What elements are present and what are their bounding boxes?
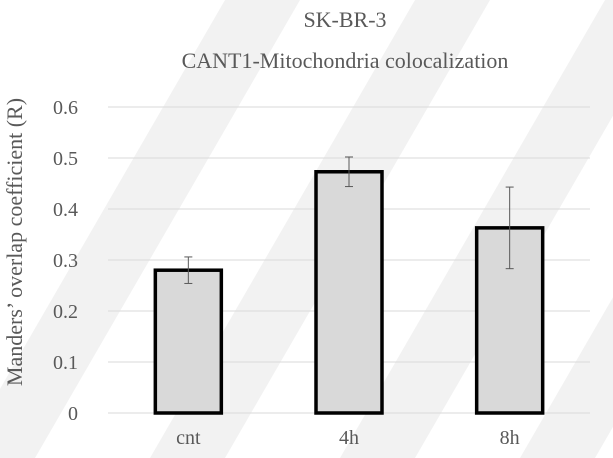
y-tick-label: 0 bbox=[68, 403, 78, 425]
x-tick-label-cnt: cnt bbox=[176, 427, 201, 449]
watermark-stripe bbox=[520, 297, 613, 458]
x-tick-label-8h: 8h bbox=[500, 427, 520, 449]
x-tick-labels: cnt 4h 8h bbox=[176, 427, 520, 449]
watermark-stripe bbox=[0, 0, 300, 458]
y-tick-labels: 0 0.1 0.2 0.3 0.4 0.5 0.6 bbox=[53, 97, 78, 425]
bar-4h bbox=[314, 170, 384, 415]
y-tick-label: 0.1 bbox=[53, 352, 78, 374]
chart-title-line-2: CANT1-Mitochondria colocalization bbox=[182, 48, 509, 73]
chart-title-line-1: SK-BR-3 bbox=[303, 7, 386, 32]
bars bbox=[153, 170, 545, 415]
y-tick-label: 0.2 bbox=[53, 301, 78, 323]
y-axis-label: Manders’ overlap coefficient (R) bbox=[2, 98, 27, 386]
y-tick-label: 0.4 bbox=[53, 199, 78, 221]
x-tick-label-4h: 4h bbox=[339, 427, 359, 449]
error-bars bbox=[184, 156, 514, 284]
y-tick-label: 0.3 bbox=[53, 250, 78, 272]
bar-cnt bbox=[153, 268, 224, 415]
y-tick-label: 0.6 bbox=[53, 97, 78, 119]
y-tick-label: 0.5 bbox=[53, 148, 78, 170]
